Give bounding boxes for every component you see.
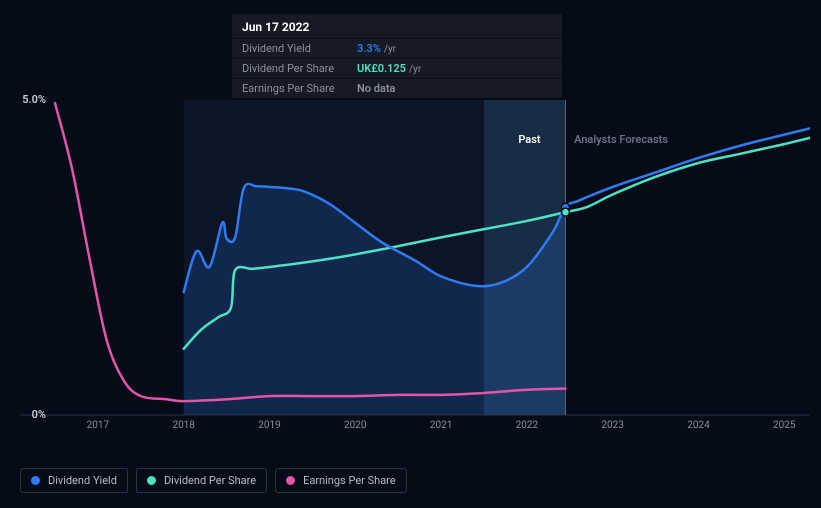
chart-plot[interactable]	[20, 100, 810, 430]
tooltip-value: UK£0.125	[357, 62, 406, 75]
period-label-forecast: Analysts Forecasts	[574, 133, 668, 146]
legend-label: Earnings Per Share	[303, 474, 396, 487]
chart-tooltip: Jun 17 2022 Dividend Yield3.3%/yrDividen…	[232, 14, 562, 98]
legend-item-dividend-yield[interactable]: Dividend Yield	[20, 468, 128, 493]
x-tick-label: 2020	[344, 420, 366, 431]
marker-dot	[561, 208, 569, 216]
x-tick-label: 2018	[172, 420, 194, 431]
tooltip-date: Jun 17 2022	[232, 14, 562, 38]
legend-label: Dividend Per Share	[164, 474, 256, 487]
tooltip-row: Earnings Per ShareNo data	[232, 78, 562, 98]
y-tick-label: 5.0%	[22, 93, 46, 106]
x-tick-label: 2025	[773, 420, 795, 431]
tooltip-row: Dividend Yield3.3%/yr	[232, 38, 562, 58]
x-tick-label: 2021	[430, 420, 452, 431]
x-tick-label: 2022	[516, 420, 538, 431]
tooltip-value: No data	[357, 82, 395, 95]
legend-item-dividend-per-share[interactable]: Dividend Per Share	[136, 468, 267, 493]
tooltip-key: Dividend Per Share	[242, 62, 357, 75]
legend: Dividend Yield Dividend Per Share Earnings…	[20, 468, 407, 493]
legend-dot-icon	[31, 476, 40, 485]
x-tick-label: 2023	[601, 420, 623, 431]
tooltip-unit: /yr	[409, 64, 421, 75]
x-axis: 2017 2018 2019 2020 2021 2022 2023 2024 2025	[20, 420, 810, 440]
tooltip-key: Earnings Per Share	[242, 82, 357, 95]
tooltip-row: Dividend Per ShareUK£0.125/yr	[232, 58, 562, 78]
tooltip-key: Dividend Yield	[242, 42, 357, 55]
legend-label: Dividend Yield	[48, 474, 117, 487]
chart-svg	[20, 100, 810, 420]
x-tick-label: 2019	[258, 420, 280, 431]
tooltip-value: 3.3%	[357, 42, 381, 55]
legend-item-earnings-per-share[interactable]: Earnings Per Share	[275, 468, 407, 493]
legend-dot-icon	[286, 476, 295, 485]
x-tick-label: 2017	[87, 420, 109, 431]
period-label-past: Past	[518, 133, 540, 146]
tooltip-unit: /yr	[384, 44, 396, 55]
legend-dot-icon	[147, 476, 156, 485]
x-tick-label: 2024	[687, 420, 709, 431]
